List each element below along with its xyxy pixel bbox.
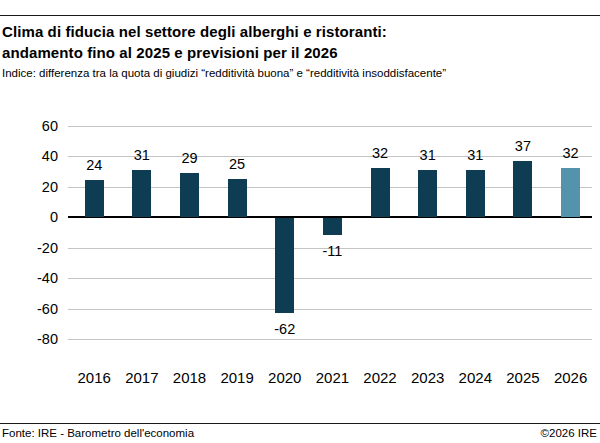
x-tick-label: 2016 — [70, 369, 118, 386]
footer-divider — [0, 423, 600, 424]
y-tick-label: 40 — [16, 148, 58, 164]
x-tick-label: 2019 — [213, 369, 261, 386]
source-note: Fonte: IRE - Barometro dell'economia — [2, 427, 194, 439]
copyright-note: ©2026 IRE — [541, 427, 597, 439]
bar-value-label: 25 — [215, 156, 259, 173]
x-tick-label: 2021 — [309, 369, 357, 386]
bar — [513, 161, 532, 218]
bar — [132, 170, 151, 217]
x-tick-label: 2017 — [118, 369, 166, 386]
x-tick-label: 2026 — [547, 369, 595, 386]
bar — [371, 168, 390, 217]
x-tick-label: 2024 — [451, 369, 499, 386]
bar — [418, 170, 437, 217]
gridline — [68, 278, 592, 279]
y-tick-label: -80 — [16, 331, 58, 347]
y-tick-label: -20 — [16, 240, 58, 256]
bar — [466, 170, 485, 217]
bar-value-label: 31 — [453, 147, 497, 164]
x-tick-label: 2018 — [166, 369, 214, 386]
bar-value-label: 32 — [549, 145, 593, 162]
bar-value-label: 24 — [72, 157, 116, 174]
bar-forecast — [561, 168, 580, 217]
bar — [85, 180, 104, 217]
bar-value-label: 31 — [406, 147, 450, 164]
bar-value-label: 29 — [167, 150, 211, 167]
gridline — [68, 126, 592, 127]
y-tick-label: 0 — [16, 209, 58, 225]
bar — [275, 218, 294, 313]
x-tick-label: 2022 — [356, 369, 404, 386]
bar — [323, 218, 342, 235]
bar-value-label: -62 — [263, 321, 307, 338]
chart-page: Clima di fiducia nel settore degli alber… — [0, 0, 600, 443]
y-tick-label: 60 — [16, 118, 58, 134]
bar-value-label: -11 — [310, 243, 354, 260]
x-tick-label: 2025 — [499, 369, 547, 386]
y-tick-label: -40 — [16, 270, 58, 286]
bar — [180, 173, 199, 217]
bar-value-label: 31 — [120, 147, 164, 164]
bar-chart: 60 40 20 0 -20 -40 -60 -80 24 2016 31 2017 29 2018 25 2… — [0, 0, 600, 443]
gridline — [68, 309, 592, 310]
y-tick-label: -60 — [16, 301, 58, 317]
x-tick-label: 2023 — [404, 369, 452, 386]
bar-value-label: 32 — [358, 145, 402, 162]
bar — [228, 179, 247, 217]
gridline — [68, 339, 592, 340]
x-tick-label: 2020 — [261, 369, 309, 386]
y-tick-label: 20 — [16, 179, 58, 195]
bar-value-label: 37 — [501, 138, 545, 155]
